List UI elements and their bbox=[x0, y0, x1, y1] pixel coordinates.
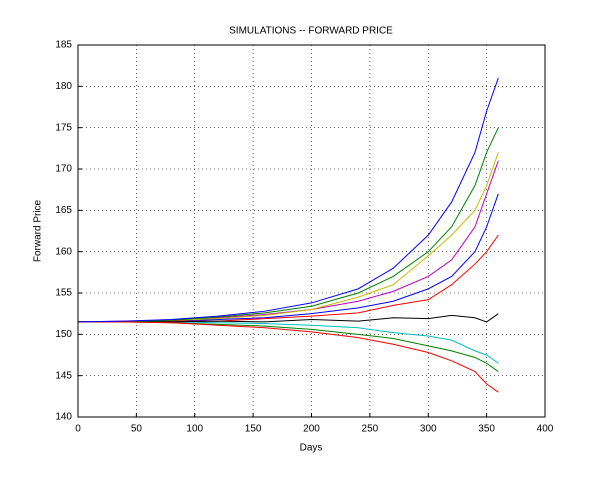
series-line bbox=[77, 160, 499, 323]
y-axis-label: Forward Price bbox=[33, 199, 44, 262]
y-tick-label: 165 bbox=[55, 205, 72, 216]
x-tick-label: 250 bbox=[362, 424, 379, 435]
y-tick-label: 155 bbox=[55, 288, 72, 299]
chart-title: SIMULATIONS -- FORWARD PRICE bbox=[229, 26, 393, 37]
x-tick-label: 400 bbox=[537, 424, 554, 435]
series-line bbox=[78, 152, 499, 323]
series-line bbox=[78, 127, 499, 323]
x-axis-label: Days bbox=[300, 443, 323, 454]
y-tick-label: 185 bbox=[55, 40, 72, 51]
series-line bbox=[78, 313, 499, 323]
y-tick-label: 175 bbox=[55, 122, 72, 133]
series-line bbox=[78, 321, 499, 393]
x-tick-label: 50 bbox=[131, 424, 143, 435]
x-tick-label: 0 bbox=[75, 424, 81, 435]
x-tick-label: 150 bbox=[245, 424, 262, 435]
series-line bbox=[78, 234, 499, 323]
plot-frame bbox=[77, 44, 546, 418]
series-line bbox=[77, 77, 499, 323]
y-tick-label: 145 bbox=[55, 370, 72, 381]
y-tick-label: 150 bbox=[55, 329, 72, 340]
y-tick-label: 170 bbox=[55, 164, 72, 175]
x-tick-label: 300 bbox=[420, 424, 437, 435]
x-tick-label: 350 bbox=[478, 424, 495, 435]
y-tick-label: 140 bbox=[55, 412, 72, 423]
series-line bbox=[78, 193, 499, 323]
x-tick-label: 100 bbox=[186, 424, 203, 435]
y-tick-label: 180 bbox=[55, 81, 72, 92]
y-tick-label: 160 bbox=[55, 246, 72, 257]
x-tick-label: 200 bbox=[303, 424, 320, 435]
